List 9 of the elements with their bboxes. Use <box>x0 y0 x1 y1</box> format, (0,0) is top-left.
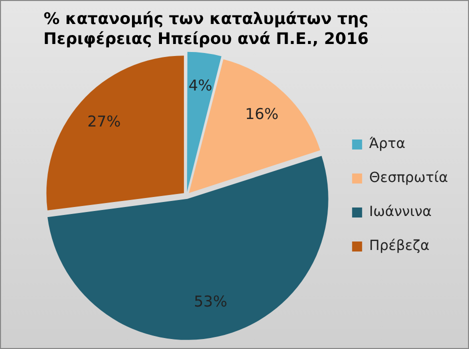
data-label: 4% <box>188 76 212 94</box>
legend-label: Πρέβεζα <box>369 238 430 254</box>
data-label: 16% <box>245 105 279 124</box>
data-label: 27% <box>87 112 121 131</box>
legend-label: Ιωάννινα <box>369 204 432 220</box>
data-label: 53% <box>194 292 228 311</box>
chart-title: % κατανομής των καταλυμάτων της Περιφέρειας Ηπείρου ανά Π.Ε., 2016 <box>42 9 370 49</box>
legend-label: Άρτα <box>369 136 406 152</box>
legend-label: Θεσπρωτία <box>369 170 448 186</box>
